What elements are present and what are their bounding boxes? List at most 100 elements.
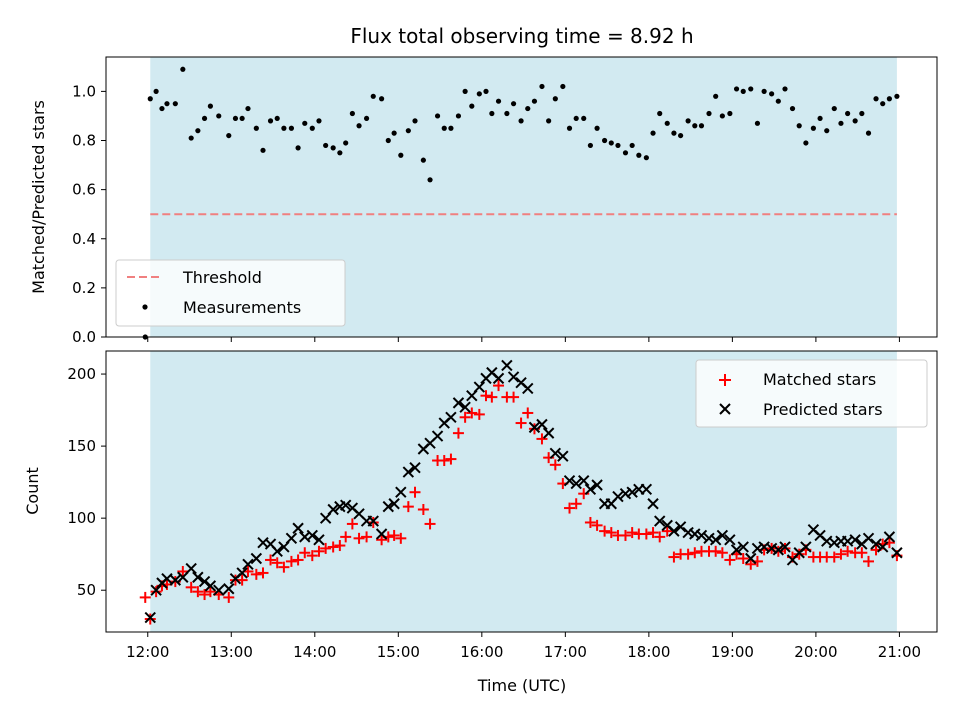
measurement-point [594, 125, 600, 131]
measurement-point [560, 83, 566, 90]
measurement-point [761, 88, 767, 94]
measurement-point [260, 147, 266, 153]
predicted-star-point [375, 528, 388, 540]
matched-star-point [185, 581, 197, 593]
xtick-label: 15:00 [377, 643, 420, 661]
measurement-point [363, 115, 370, 122]
matched-star-point [236, 574, 248, 586]
predicted-star-point [578, 474, 590, 487]
measurement-point [531, 98, 538, 104]
matched-star-point [724, 554, 736, 566]
measurement-point [810, 125, 816, 131]
measurement-point [566, 125, 573, 131]
measurement-point [789, 105, 796, 112]
ratio-ytick-label: 0.4 [72, 230, 96, 248]
matched-star-point [661, 525, 673, 537]
counts-legend: Matched stars Predicted stars [695, 359, 928, 428]
predicted-star-point [745, 552, 757, 565]
matched-star-point [515, 417, 527, 429]
measurement-point [671, 130, 677, 136]
counts-ytick-label: 150 [67, 437, 96, 455]
measurement-point [796, 123, 802, 129]
predicted-star-point [292, 522, 304, 534]
measurement-point [462, 88, 468, 94]
predicted-star-point [306, 529, 318, 542]
predicted-star-point [522, 382, 534, 395]
predicted-star-point [473, 381, 486, 393]
matched-star-point [402, 501, 414, 513]
measurement-point [309, 125, 315, 131]
measurement-point [664, 120, 670, 126]
measurement-point [316, 118, 322, 124]
measurement-point [782, 86, 788, 92]
measurement-point [476, 91, 482, 97]
predicted-star-point [557, 450, 569, 462]
measurement-point [546, 118, 552, 124]
predicted-star-point [339, 499, 352, 511]
predicted-star-point [285, 532, 298, 545]
measurement-point [302, 120, 308, 126]
predicted-star-point [431, 430, 444, 442]
measurement-point [629, 142, 635, 149]
predicted-star-point [250, 552, 263, 565]
matched-star-point [835, 548, 847, 560]
matched-star-point [466, 407, 478, 419]
matched-star-point [493, 380, 505, 392]
predicted-star-point [883, 531, 896, 543]
predicted-star-point [501, 359, 513, 372]
matched-star-point [278, 561, 290, 573]
predicted-star-point [367, 515, 379, 527]
matched-star-point [689, 547, 701, 559]
matched-star-point [417, 504, 429, 516]
predicted-legend-swatch [719, 403, 731, 415]
predicted-star-point [169, 574, 182, 586]
matched-star-point [549, 459, 561, 471]
predicted-star-point [779, 541, 791, 553]
measurement-point [873, 96, 879, 102]
predicted-star-point [849, 534, 861, 546]
matched-star-point [508, 391, 520, 403]
matched-star-point [320, 542, 332, 554]
predicted-star-point [828, 536, 840, 549]
measurement-point [356, 123, 362, 129]
measurement-point [713, 93, 719, 99]
measurement-point [504, 110, 510, 117]
matched-star-point [192, 586, 204, 598]
matched-star-point [522, 407, 534, 419]
ratio-panel-frame [105, 56, 938, 338]
matched-star-point [486, 391, 498, 403]
predicted-star-point [862, 532, 875, 545]
predicted-star-point [177, 571, 189, 583]
predicted-star-point [619, 487, 632, 500]
measurement-point [880, 101, 886, 107]
measurement-point [180, 66, 186, 72]
matched-star-point [271, 557, 283, 569]
measurement-point [817, 115, 823, 122]
predicted-star-point [185, 562, 197, 575]
matched-star-point [438, 455, 450, 467]
matched-star-point [793, 548, 805, 560]
counts-ytick-label: 100 [67, 509, 96, 527]
predicted-star-point [626, 486, 638, 498]
xtick-label: 19:00 [711, 643, 754, 661]
matched-star-point [737, 553, 749, 565]
predicted-star-point [536, 418, 548, 431]
measurement-point [288, 125, 295, 131]
measurement-point [337, 150, 343, 156]
measurement-point [539, 83, 545, 90]
matched-star-point [395, 532, 407, 544]
measurement-point [706, 110, 712, 117]
measurement-point [412, 118, 418, 124]
predicted-star-point [388, 498, 400, 510]
matched-legend-swatch [719, 374, 731, 386]
measurement-point [385, 137, 391, 144]
counts-axis-label: Count [23, 467, 42, 515]
measurement-point [650, 130, 656, 136]
measurement-point [427, 177, 433, 183]
matched-star-point [313, 545, 325, 557]
matched-star-point [828, 551, 840, 563]
measurement-point [894, 93, 900, 99]
matched-star-point [779, 542, 791, 554]
predicted-star-point [223, 583, 235, 595]
